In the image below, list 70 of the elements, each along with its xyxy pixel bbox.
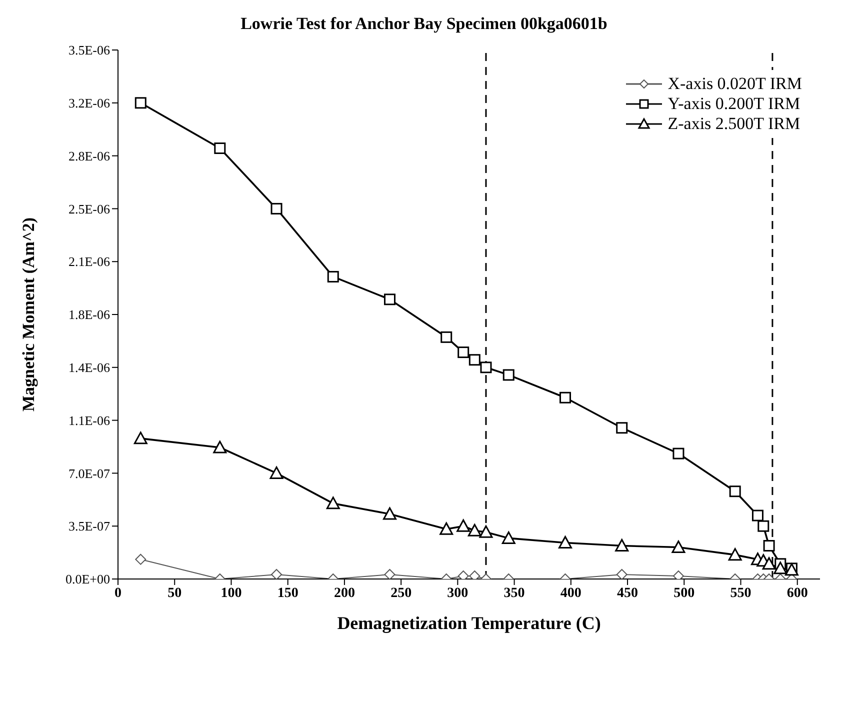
- point: [762, 557, 776, 570]
- point: [458, 570, 469, 579]
- y-tick-label: 1.1E-06: [68, 412, 110, 428]
- point: [456, 519, 470, 532]
- point: [214, 142, 226, 154]
- x-tick-label: 100: [220, 586, 242, 601]
- y-tick-label: 7.0E-07: [68, 466, 110, 481]
- point: [134, 432, 148, 444]
- point: [327, 270, 339, 282]
- point: [616, 422, 628, 434]
- point: [502, 531, 516, 544]
- point: [672, 540, 686, 554]
- x-tick-label: 300: [447, 586, 468, 601]
- point: [479, 525, 493, 538]
- x-tick-label: 50: [168, 586, 182, 601]
- point: [763, 540, 775, 552]
- point: [672, 570, 684, 579]
- point: [270, 466, 284, 479]
- point: [458, 346, 470, 358]
- legend-label: Y-axis 0.200T IRM: [668, 94, 800, 114]
- point: [384, 294, 396, 306]
- point: [558, 536, 572, 548]
- legend-label: X-axis 0.020T IRM: [668, 74, 802, 94]
- y-tick-label: 3.5E-07: [68, 518, 110, 534]
- point: [382, 507, 396, 520]
- x-tick-label: 150: [277, 586, 298, 601]
- point: [502, 369, 514, 381]
- x-tick-label: 350: [504, 586, 525, 601]
- x-tick-label: 0: [114, 586, 122, 601]
- point: [672, 448, 684, 460]
- y-tick-label: 2.8E-06: [68, 148, 110, 164]
- x-tick-label: 500: [674, 586, 695, 601]
- point: [213, 440, 227, 454]
- point: [480, 362, 492, 374]
- point: [615, 539, 629, 552]
- point: [758, 520, 770, 532]
- chart-title: Lowrie Test for Anchor Bay Specimen 00kga0601b: [240, 13, 608, 35]
- point: [468, 354, 480, 366]
- point: [468, 524, 482, 536]
- y-axis-title: Magnetic Moment (Am^2): [19, 218, 38, 412]
- y-tick-label: 0.0E+00: [65, 572, 110, 587]
- y-tick-label: 1.4E-06: [68, 360, 110, 376]
- point: [326, 496, 340, 510]
- point: [774, 562, 788, 574]
- x-tick-label: 550: [730, 586, 752, 601]
- point: [440, 331, 452, 343]
- point: [559, 392, 571, 404]
- legend-label: Z-axis 2.500T IRM: [668, 114, 800, 134]
- point: [135, 554, 146, 565]
- point: [469, 570, 480, 579]
- y-tick-label: 2.5E-06: [68, 201, 110, 216]
- x-tick-label: 400: [560, 586, 582, 601]
- y-tick-label: 2.1E-06: [68, 254, 110, 270]
- point: [134, 97, 146, 109]
- point: [440, 522, 454, 535]
- y-tick-label: 1.8E-06: [68, 307, 110, 322]
- x-tick-label: 450: [617, 586, 638, 601]
- point: [729, 486, 741, 498]
- point: [271, 568, 282, 579]
- y-tick-label: 3.2E-06: [68, 96, 110, 111]
- x-axis-title: Demagnetization Temperature (C): [337, 613, 601, 633]
- y-tick-label: 3.5E-06: [68, 42, 110, 58]
- point: [384, 568, 396, 579]
- x-tick-label: 200: [334, 586, 355, 601]
- point: [752, 510, 764, 522]
- point: [616, 568, 628, 579]
- point: [270, 202, 282, 214]
- x-tick-label: 250: [390, 586, 412, 601]
- x-tick-label: 600: [786, 586, 808, 601]
- point: [728, 548, 742, 561]
